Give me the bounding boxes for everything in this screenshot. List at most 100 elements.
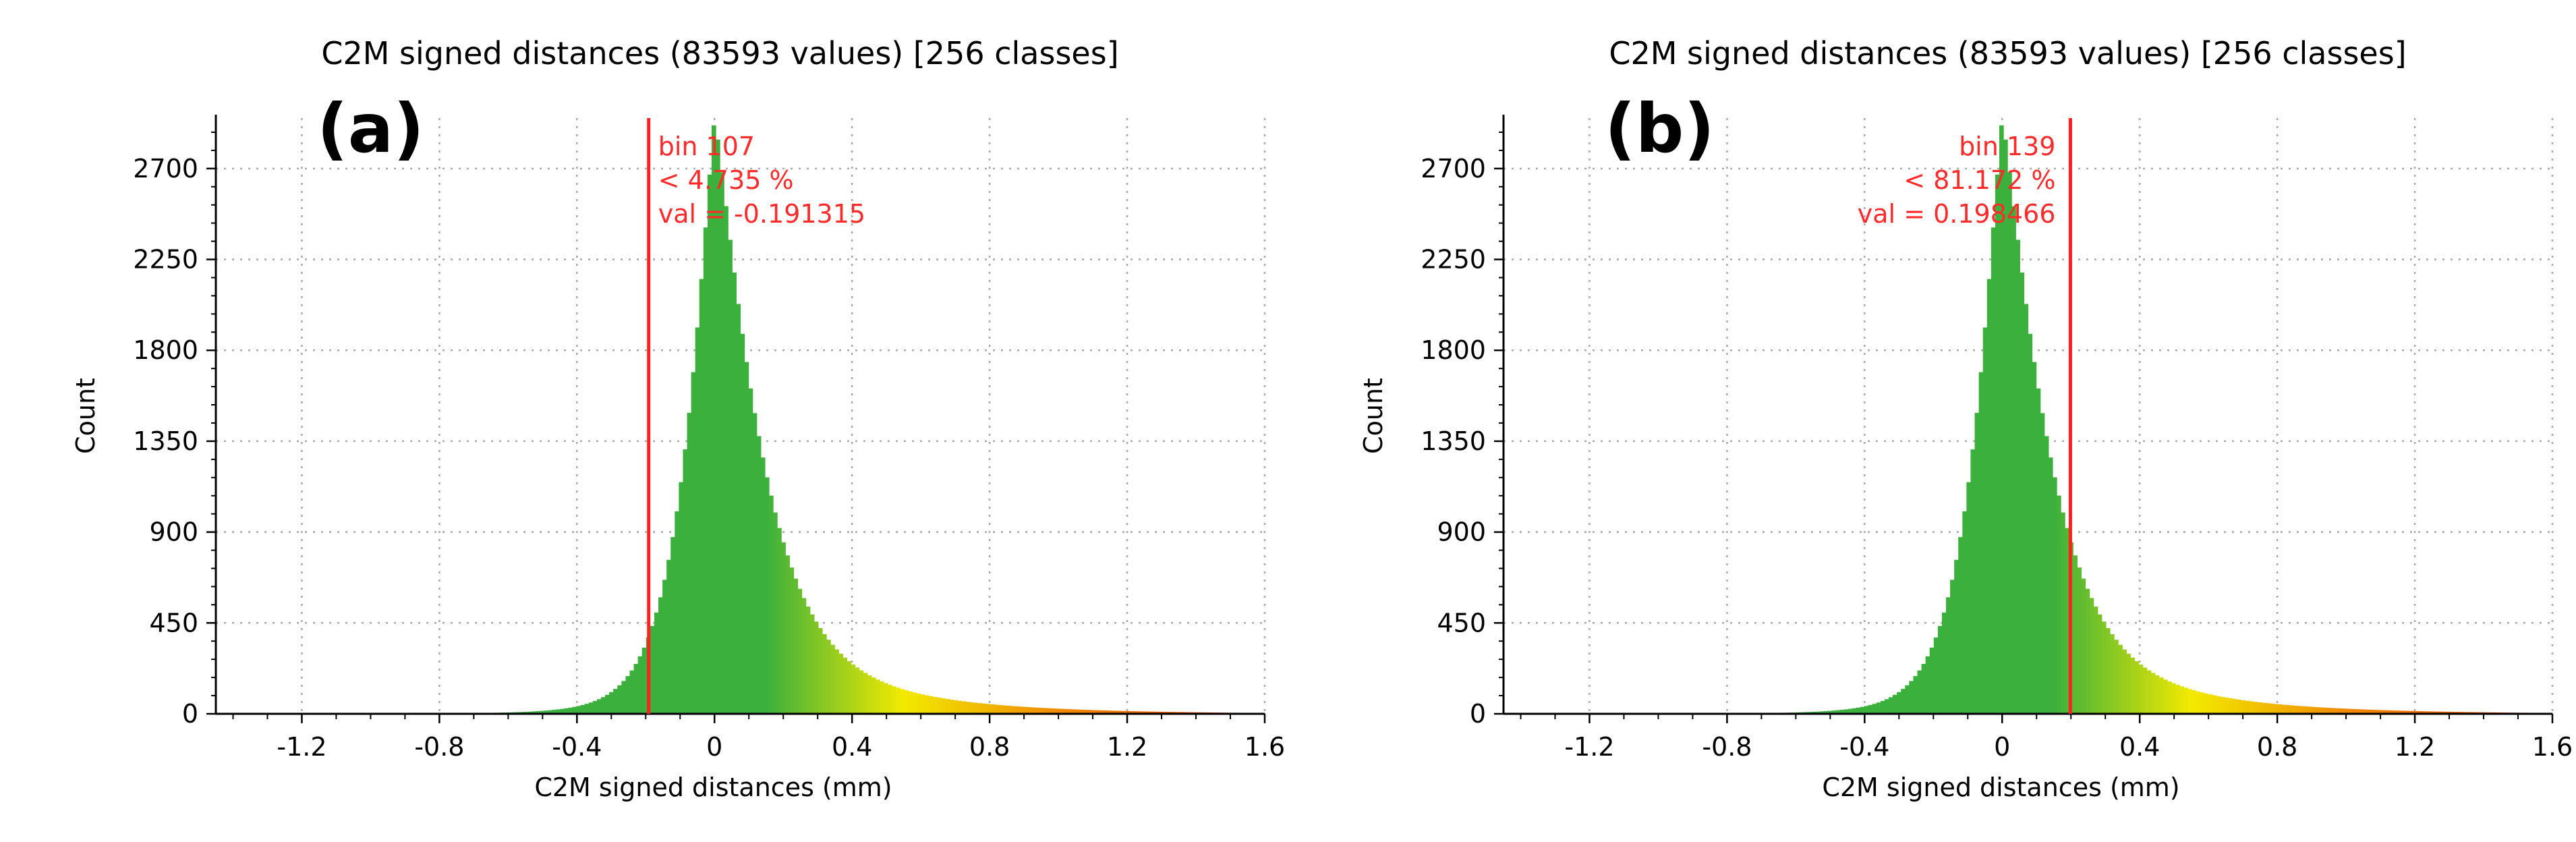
histogram-panel-b: C2M signed distances (83593 values) [256… (1288, 0, 2575, 842)
histogram-bar (1117, 710, 1122, 714)
histogram-bar (1039, 708, 1044, 714)
histogram-bar (2048, 457, 2053, 714)
histogram-bar (633, 664, 639, 714)
histogram-bar (2200, 692, 2205, 714)
histogram-bar (990, 704, 995, 714)
histogram-bar (596, 699, 602, 714)
histogram-bar (1933, 637, 1939, 714)
histogram-bar (1921, 664, 1926, 714)
histogram-bar (1043, 708, 1048, 714)
histogram-bar (2196, 691, 2201, 714)
y-tick-label: 0 (1470, 699, 1486, 729)
histogram-bar (1010, 706, 1016, 714)
histogram-bar (1080, 709, 1085, 714)
histogram-bar (781, 542, 786, 714)
histogram-bar (576, 706, 581, 714)
x-tick-label: -0.4 (1839, 732, 1889, 762)
histogram-bar (1056, 708, 1060, 714)
marker-label: < 81.172 % (1904, 165, 2055, 195)
histogram-bar (2175, 685, 2180, 714)
histogram-bar (760, 457, 766, 714)
histogram-bar (2220, 696, 2225, 714)
histogram-bar (580, 704, 585, 714)
histogram-bar (756, 436, 762, 714)
histogram-bar (1986, 279, 1992, 714)
histogram-bar (965, 702, 971, 714)
histogram-bar (2216, 696, 2221, 714)
histogram-bar (2437, 711, 2442, 714)
histogram-bar (2355, 709, 2361, 714)
histogram-bar (1014, 706, 1020, 714)
histogram-bar (2265, 703, 2270, 714)
histogram-bar (2269, 703, 2274, 714)
histogram-bar (1880, 700, 1885, 714)
histogram-bar (928, 696, 934, 714)
histogram-bar (1958, 537, 1963, 714)
histogram-bar (2302, 706, 2308, 714)
chart-title: C2M signed distances (83593 values) [256… (321, 35, 1118, 72)
histogram-bar (2257, 702, 2262, 714)
histogram-bar (2040, 413, 2045, 714)
histogram-bar (822, 634, 827, 714)
histogram-bar (1839, 710, 1844, 714)
y-axis-label: Count (1358, 378, 1388, 454)
x-tick-label: -0.8 (414, 732, 464, 762)
histogram-bar (711, 125, 716, 714)
x-axis-label: C2M signed distances (mm) (1822, 773, 2179, 802)
histogram-bar (543, 710, 548, 714)
histogram-panel-a: C2M signed distances (83593 values) [256… (71, 35, 1285, 802)
y-tick-label: 450 (1437, 608, 1486, 638)
histogram-bar (716, 139, 720, 714)
histogram-bar (1884, 699, 1889, 714)
histogram-bar (703, 227, 708, 714)
histogram-bar (2109, 634, 2115, 714)
histogram-bar (2171, 683, 2176, 714)
x-tick-label: 1.6 (1244, 732, 1285, 762)
histogram-bar (1868, 704, 1873, 714)
histogram-bar (662, 580, 667, 714)
histogram-bar (2077, 567, 2082, 714)
histogram-bar (564, 708, 569, 714)
histogram-bar (2322, 707, 2328, 714)
histogram-bar (568, 707, 573, 714)
histogram-bar (752, 413, 757, 714)
marker-label: val = -0.191315 (658, 199, 865, 229)
y-tick-label: 2700 (133, 154, 198, 184)
x-tick-label: 0 (1994, 732, 2010, 762)
histogram-bar (1974, 412, 1980, 714)
histogram-bar (1970, 449, 1976, 714)
histogram-bar (617, 685, 622, 714)
histogram-bar (924, 695, 929, 714)
histogram-bar (1966, 482, 1972, 714)
histogram-bar (2326, 708, 2332, 714)
histogram-bar (1860, 706, 1865, 714)
histogram-bar (605, 694, 610, 714)
x-tick-label: 0.4 (2119, 732, 2160, 762)
histogram-bar (880, 681, 884, 714)
histogram-bar (2245, 700, 2250, 714)
histogram-bar (2401, 710, 2405, 714)
y-tick-label: 1350 (1421, 426, 1486, 456)
histogram-bar (801, 598, 807, 714)
histogram-bar (2282, 704, 2287, 714)
histogram-bar (1893, 694, 1897, 714)
histogram-bars (1696, 125, 2553, 714)
histogram-bar (2024, 304, 2029, 714)
histogram-bar (785, 555, 790, 714)
histogram-bar (904, 690, 909, 714)
histogram-bar (985, 704, 991, 714)
histogram-bar (1023, 706, 1028, 714)
histogram-bar (1121, 710, 1126, 714)
histogram-bar (2241, 700, 2246, 714)
x-axis-label: C2M signed distances (mm) (534, 773, 892, 802)
histogram-bar (1084, 710, 1089, 714)
histogram-bar (2397, 710, 2401, 714)
histogram-bar (2388, 710, 2393, 714)
histogram-bar (2368, 709, 2373, 714)
histogram-bar (584, 704, 590, 714)
histogram-bar (679, 482, 684, 714)
histogram-bar (1125, 710, 1130, 714)
histogram-bar (1835, 710, 1840, 714)
histogram-bars (408, 125, 1265, 714)
y-tick-label: 900 (149, 517, 198, 547)
